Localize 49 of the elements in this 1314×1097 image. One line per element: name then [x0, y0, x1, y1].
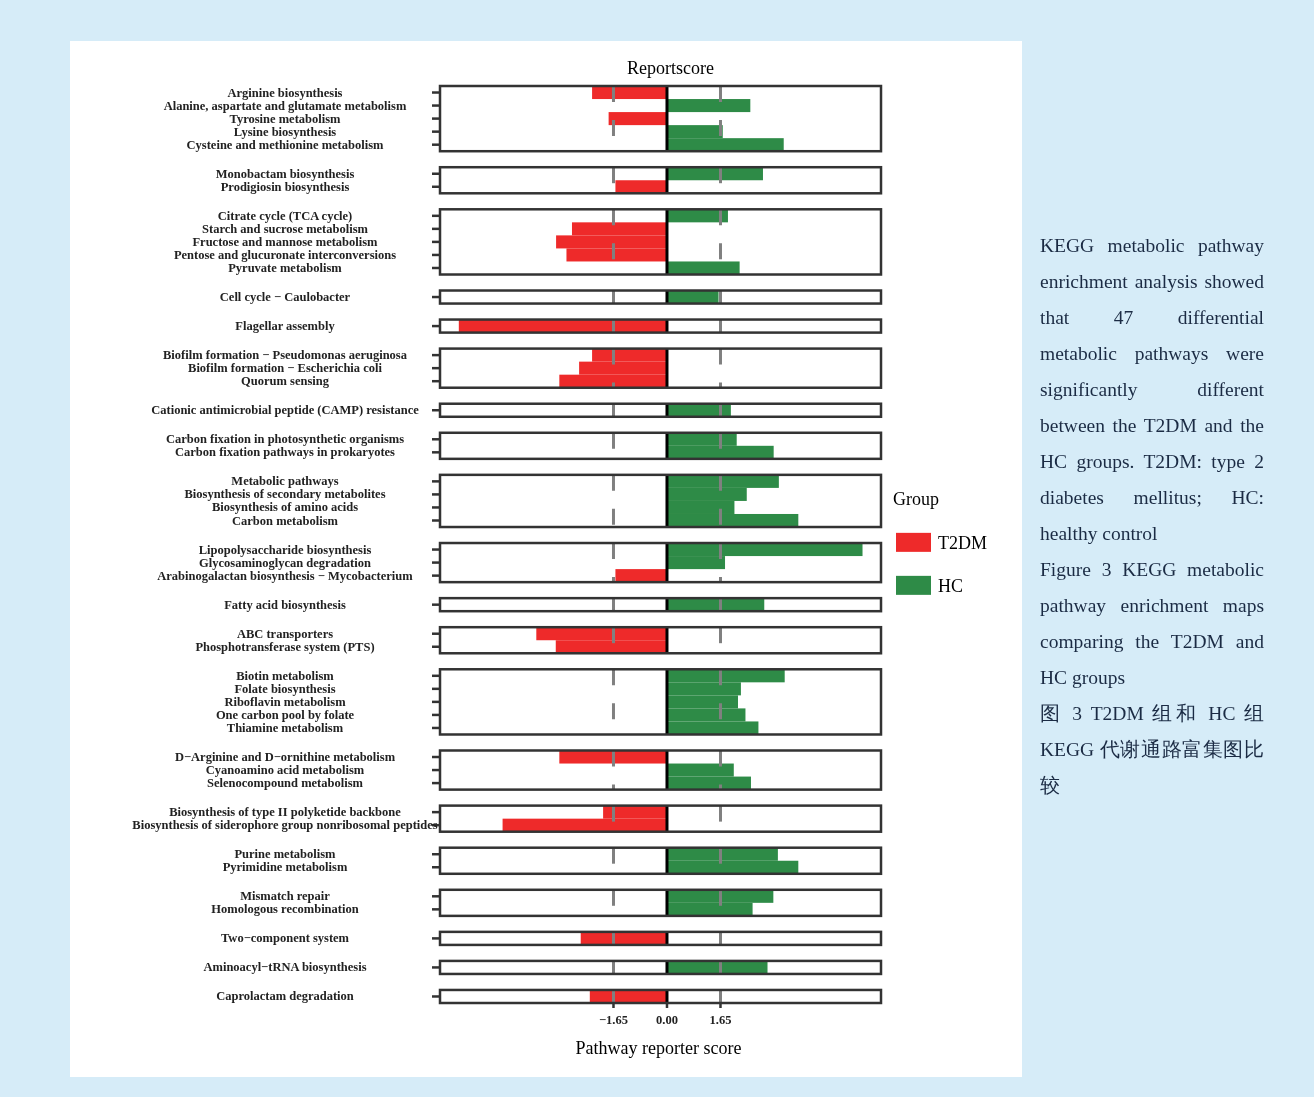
- y-tick-label: Fructose and mannose metabolism: [192, 234, 379, 249]
- y-tick-label: Aminoacyl−tRNA biosynthesis: [203, 960, 367, 975]
- legend-label: T2DM: [938, 532, 987, 553]
- y-tick-label: Biosynthesis of amino acids: [211, 500, 359, 515]
- y-tick-label: D−Arginine and D−ornithine metabolism: [174, 750, 396, 765]
- y-tick-label: Cyanoamino acid metabolism: [205, 763, 365, 778]
- y-tick-label: Mismatch repair: [240, 889, 331, 904]
- y-tick-label: Citrate cycle (TCA cycle): [217, 208, 353, 223]
- y-tick-label: One carbon pool by folate: [215, 707, 355, 722]
- text: KEGG metabolic pathway enrichment analysis showed that 47 differential metabolic pathways were significantly different between the T2DM and the HC groups. T2DM: type 2 diabetes mellitus; HC: healthy control: [1040, 235, 1264, 544]
- y-tick-label: Glycosaminoglycan degradation: [199, 555, 371, 570]
- y-tick-label: Folate biosynthesis: [234, 681, 336, 696]
- y-tick-label: Monobactam biosynthesis: [215, 166, 355, 181]
- y-tick-label: Biotin metabolism: [236, 668, 335, 683]
- legend-title: Group: [893, 488, 939, 509]
- y-tick-label: ABC transporters: [236, 626, 334, 641]
- y-tick-label: Lipopolysaccharide biosynthesis: [198, 542, 372, 557]
- y-tick-label: Carbon fixation in photosynthetic organisms: [165, 432, 405, 447]
- x-tick-label: −1.65: [598, 1013, 628, 1027]
- y-tick-label: Biosynthesis of type II polyketide backbone: [169, 805, 402, 820]
- y-tick-label: Carbon fixation pathways in prokaryotes: [175, 445, 396, 460]
- y-tick-label: Phosphotransferase system (PTS): [195, 639, 375, 654]
- y-tick-label: Biofilm formation − Pseudomonas aeruginosa: [163, 348, 408, 363]
- y-tick-label: Selenocompound metabolism: [207, 776, 364, 791]
- caption: 图 3 T2DM 组和 HC 组 KEGG 代谢通路富集图比较: [1040, 702, 1264, 798]
- y-tick-label: Purine metabolism: [234, 847, 337, 862]
- y-tick-label: Pentose and glucuronate interconversions: [173, 247, 397, 262]
- y-tick-label: Fatty acid biosynthesis: [224, 597, 346, 612]
- y-tick-label: Two−component system: [220, 931, 350, 946]
- y-tick-label: Pyrimidine metabolism: [222, 860, 348, 875]
- y-tick-label: Homologous recombination: [211, 902, 359, 917]
- caption: Figure 3 KEGG metabolic pathway enrichment maps comparing the T2DM and HC groups: [1040, 558, 1264, 690]
- y-tick-label: Caprolactam degradation: [216, 989, 354, 1004]
- y-tick-label: Metabolic pathways: [231, 474, 339, 489]
- y-tick-label: Flagellar assembly: [235, 319, 336, 334]
- y-tick-label: Tyrosine metabolism: [229, 111, 342, 126]
- legend-label: HC: [938, 575, 964, 596]
- y-tick-label: Arginine biosynthesis: [227, 85, 343, 100]
- y-tick-label: Quorum sensing: [241, 374, 330, 389]
- x-tick-label: 0.00: [656, 1013, 678, 1027]
- x-axis-title: Pathway reporter score: [575, 1038, 742, 1058]
- x-tick-label: 1.65: [709, 1013, 732, 1027]
- chart-title: Reportscore: [627, 58, 714, 78]
- y-tick-label: Carbon metabolism: [232, 513, 339, 528]
- y-tick-label: Biosynthesis of siderophore group nonribosomal peptides: [132, 818, 438, 833]
- y-tick-label: Biosynthesis of secondary metabolites: [184, 487, 386, 502]
- y-tick-label: Cationic antimicrobial peptide (CAMP) resistance: [151, 403, 420, 418]
- y-tick-label: Cell cycle − Caulobacter: [219, 290, 351, 305]
- y-tick-label: Biofilm formation − Escherichia coli: [188, 361, 383, 376]
